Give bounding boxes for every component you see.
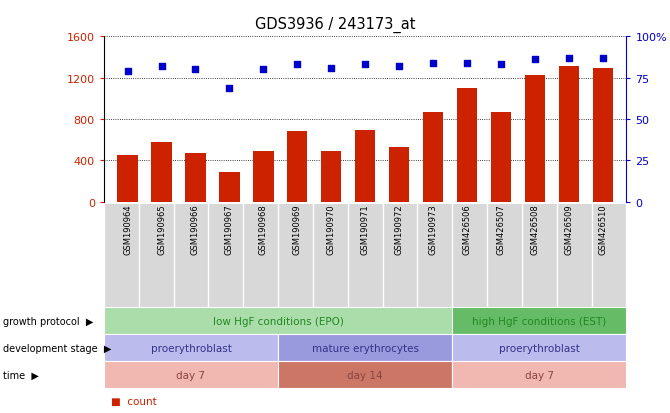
Point: [462, 60, 472, 67]
Point: [598, 55, 608, 62]
Point: [258, 67, 269, 74]
Bar: [559, 67, 579, 202]
Point: [156, 64, 167, 70]
Point: [224, 85, 234, 92]
Text: day 14: day 14: [347, 370, 383, 380]
Point: [563, 55, 574, 62]
Text: mature erythrocytes: mature erythrocytes: [312, 343, 419, 353]
Text: low HgF conditions (EPO): low HgF conditions (EPO): [212, 316, 344, 326]
Text: GDS3936 / 243173_at: GDS3936 / 243173_at: [255, 17, 415, 33]
Point: [496, 62, 507, 69]
Point: [394, 64, 405, 70]
Point: [292, 62, 303, 69]
Bar: [490, 113, 511, 202]
Text: growth protocol  ▶: growth protocol ▶: [3, 316, 94, 326]
Bar: [389, 148, 409, 202]
Bar: [355, 131, 375, 202]
Bar: [253, 152, 273, 202]
Text: ■  count: ■ count: [111, 396, 156, 406]
Point: [190, 67, 201, 74]
Text: time  ▶: time ▶: [3, 370, 40, 380]
Point: [427, 60, 438, 67]
Text: proerythroblast: proerythroblast: [499, 343, 580, 353]
Bar: [592, 69, 613, 202]
Point: [122, 69, 133, 75]
Text: day 7: day 7: [176, 370, 206, 380]
Bar: [525, 75, 545, 202]
Point: [326, 65, 336, 72]
Bar: [151, 142, 172, 202]
Text: day 7: day 7: [525, 370, 554, 380]
Bar: [219, 173, 240, 202]
Bar: [117, 156, 138, 202]
Bar: [287, 132, 308, 202]
Point: [529, 57, 540, 64]
Bar: [321, 152, 342, 202]
Text: high HgF conditions (EST): high HgF conditions (EST): [472, 316, 606, 326]
Point: [360, 62, 371, 69]
Bar: [457, 89, 477, 202]
Text: proerythroblast: proerythroblast: [151, 343, 231, 353]
Bar: [186, 154, 206, 202]
Bar: [423, 113, 443, 202]
Text: development stage  ▶: development stage ▶: [3, 343, 112, 353]
